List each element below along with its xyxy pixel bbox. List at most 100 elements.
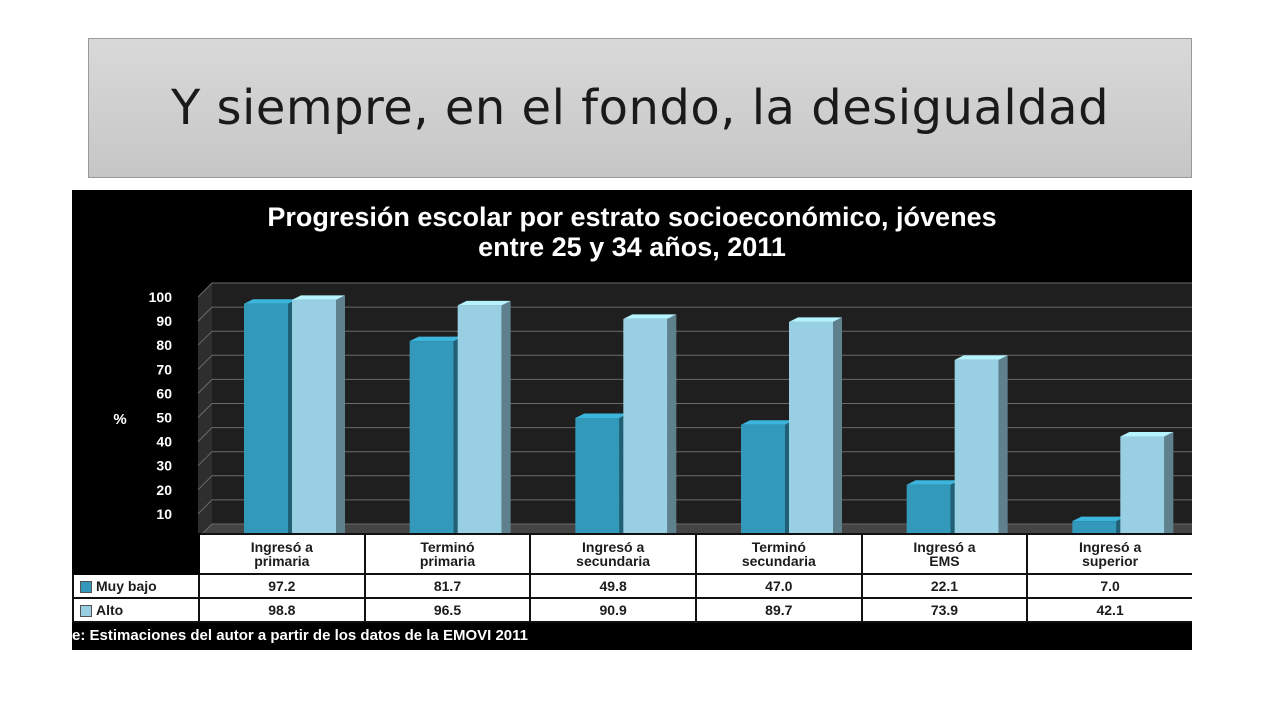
category-label-line: EMS <box>929 553 960 569</box>
data-label: 42.1 <box>1026 597 1192 623</box>
bar <box>1120 436 1165 538</box>
slide-title-box: Y siempre, en el fondo, la desigualdad <box>88 38 1192 178</box>
y-tick-label: 90 <box>156 313 172 329</box>
gridline <box>197 378 1192 394</box>
table-row: Muy bajo 97.2 81.7 49.8 47.0 22.1 7.0 <box>72 573 1192 599</box>
bar-side <box>1164 432 1174 538</box>
y-tick-label: 80 <box>156 337 172 353</box>
bar-side <box>501 300 511 538</box>
bar-top <box>457 300 511 306</box>
bar <box>575 417 620 538</box>
table-header-row: Ingresó a primaria Terminó primaria Ingresó … <box>72 533 1192 575</box>
data-label: 47.0 <box>694 573 863 599</box>
data-label: 7.0 <box>1026 573 1192 599</box>
bar-top <box>244 299 297 304</box>
bar-top <box>409 336 463 342</box>
y-tick-label: 50 <box>156 410 172 426</box>
category-label: Ingresó a primaria <box>198 533 366 575</box>
bar-side <box>998 355 1008 538</box>
bar <box>954 359 999 538</box>
category-label-line: secundaria <box>741 553 816 569</box>
category-label-line: Ingresó a <box>250 539 313 555</box>
slide-title: Y siempre, en el fondo, la desigualdad <box>170 80 1110 136</box>
bar-side <box>336 295 345 538</box>
y-tick-label: 40 <box>156 434 172 450</box>
data-label: 49.8 <box>529 573 697 599</box>
gridline <box>197 427 1192 442</box>
bar-top <box>1072 516 1126 522</box>
gridline <box>197 403 1192 418</box>
gridline <box>197 306 1192 322</box>
category-label: Ingresó a EMS <box>860 533 1029 575</box>
chart-title-line-2: entre 25 y 34 años, 2011 <box>478 232 786 262</box>
bar-top <box>292 295 345 300</box>
bar <box>623 318 668 538</box>
bar <box>789 321 833 538</box>
data-label: 81.7 <box>363 573 532 599</box>
gridline <box>197 354 1192 370</box>
table-corner <box>72 533 200 575</box>
data-label: 96.5 <box>363 597 532 623</box>
category-label-line: Terminó <box>751 539 806 555</box>
bar-side <box>667 314 677 538</box>
category-label-line: superior <box>1082 553 1139 569</box>
source-note: e: Estimaciones del autor a partir de lo… <box>72 627 528 644</box>
category-label: Terminó secundaria <box>694 533 863 575</box>
bar-top <box>741 420 794 425</box>
data-label: 90.9 <box>529 597 697 623</box>
data-label: 89.7 <box>694 597 863 623</box>
bar <box>741 424 785 538</box>
bar <box>906 484 951 538</box>
chart-title: Progresión escolar por estrato socioecon… <box>72 202 1192 262</box>
legend-label: Alto <box>96 602 124 618</box>
y-tick-label: 30 <box>156 458 172 474</box>
bar <box>244 303 288 538</box>
category-label-line: Terminó <box>420 539 475 555</box>
bar <box>409 341 454 538</box>
bar-top <box>789 317 842 322</box>
legend-swatch <box>80 605 92 618</box>
chart-plot: 0102030405060708090100% <box>113 282 1192 546</box>
data-label: 98.8 <box>198 597 366 623</box>
bar <box>292 299 336 538</box>
category-label-line: Ingresó a <box>913 539 976 555</box>
bar-side <box>833 317 842 538</box>
legend-label: Muy bajo <box>96 578 157 594</box>
bar-top <box>623 314 677 319</box>
category-label-line: Ingresó a <box>1078 539 1142 555</box>
gridline <box>197 475 1192 491</box>
bar <box>457 305 502 538</box>
bar-top <box>906 480 960 485</box>
y-tick-label: 60 <box>156 385 172 401</box>
legend-swatch <box>80 581 92 594</box>
category-label: Ingresó a secundaria <box>529 533 697 575</box>
data-label: 73.9 <box>860 597 1029 623</box>
category-label-line: Ingresó a <box>582 539 645 555</box>
data-table-grid: Ingresó a primaria Terminó primaria Ingresó … <box>72 533 1192 623</box>
bar-top <box>1120 432 1174 437</box>
gridline <box>197 499 1192 515</box>
category-label-line: primaria <box>419 553 476 569</box>
legend-entry: Muy bajo <box>72 573 200 599</box>
y-axis-label: % <box>113 411 126 428</box>
category-label-line: secundaria <box>576 553 651 569</box>
legend-entry: Alto <box>72 597 200 623</box>
data-label: 97.2 <box>198 573 366 599</box>
data-label: 22.1 <box>860 573 1029 599</box>
chart-title-line-1: Progresión escolar por estrato socioecon… <box>267 202 997 232</box>
category-label: Terminó primaria <box>363 533 532 575</box>
gridline <box>197 451 1192 467</box>
bar-top <box>575 413 629 418</box>
y-tick-label: 100 <box>149 289 173 305</box>
bar-top <box>954 355 1008 360</box>
gridline <box>197 330 1192 346</box>
category-label-line: primaria <box>254 553 310 569</box>
y-tick-label: 70 <box>156 361 172 377</box>
chart-panel: Progresión escolar por estrato socioecon… <box>72 190 1192 650</box>
y-tick-label: 10 <box>156 506 172 522</box>
table-row: Alto 98.8 96.5 90.9 89.7 73.9 42.1 <box>72 597 1192 623</box>
category-label: Ingresó a superior <box>1026 533 1192 575</box>
y-tick-label: 20 <box>156 482 172 498</box>
gridline <box>197 282 1192 298</box>
data-table: Ingresó a primaria Terminó primaria Ingresó … <box>72 533 1192 623</box>
